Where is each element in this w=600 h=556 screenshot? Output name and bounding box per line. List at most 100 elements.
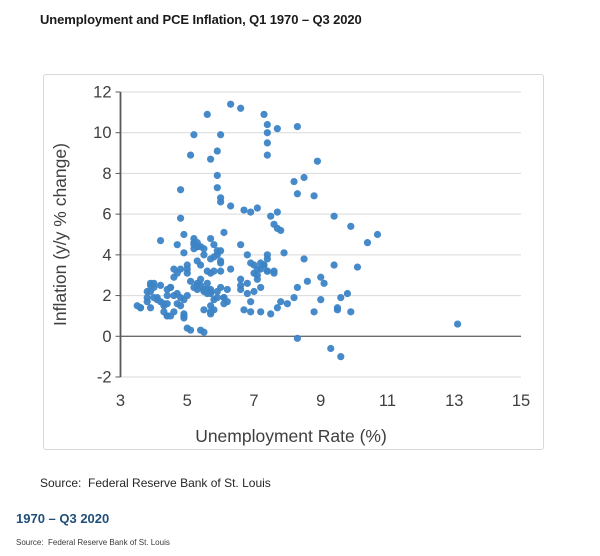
data-point: [163, 291, 171, 300]
data-point: [347, 308, 355, 316]
data-point: [160, 300, 168, 308]
data-point: [197, 326, 205, 334]
data-point: [186, 151, 195, 159]
data-point: [300, 255, 308, 263]
data-point: [313, 157, 322, 165]
data-point: [373, 230, 382, 239]
y-tick-label: 0: [102, 328, 111, 346]
data-point: [320, 279, 328, 287]
data-point: [237, 104, 245, 112]
data-point: [257, 283, 265, 292]
y-tick-label: 6: [102, 206, 111, 224]
data-point: [160, 308, 168, 316]
x-tick-label: 9: [316, 392, 325, 410]
data-point: [166, 283, 175, 292]
data-point: [150, 294, 158, 302]
chart-frame: -2 0 2 4 6 8 10 12 3 5 7 9 11 13 15 Unemployment Rate (…: [43, 74, 544, 450]
data-point: [243, 251, 251, 259]
y-tick-label: 4: [102, 246, 111, 264]
data-point: [176, 265, 185, 273]
data-point: [263, 120, 271, 129]
data-point: [330, 212, 338, 220]
data-point: [213, 287, 221, 296]
data-point: [176, 302, 185, 310]
page-title: Unemployment and PCE Inflation, Q1 1970 …: [40, 12, 362, 27]
data-point: [173, 241, 181, 249]
data-point: [237, 285, 245, 294]
data-point: [217, 247, 225, 255]
scatter-plot: -2 0 2 4 6 8 10 12 3 5 7 9 11 13 15 Unemployment Rate (…: [50, 84, 530, 447]
data-point: [133, 302, 141, 310]
data-point: [207, 155, 215, 163]
data-point: [193, 257, 201, 265]
y-axis: [115, 91, 122, 378]
data-point: [180, 249, 188, 257]
data-point: [337, 353, 345, 361]
data-point: [227, 202, 235, 210]
data-point: [333, 306, 342, 314]
x-axis-title: Unemployment Rate (%): [195, 426, 387, 446]
data-point: [170, 291, 178, 300]
data-point: [327, 344, 335, 353]
data-point: [263, 255, 271, 263]
data-point: [263, 151, 271, 159]
data-point: [176, 186, 185, 194]
data-point: [310, 308, 318, 316]
data-point: [253, 204, 261, 212]
data-point: [203, 110, 211, 118]
data-point: [193, 243, 201, 251]
data-point: [210, 241, 218, 249]
data-point: [207, 302, 215, 310]
data-point: [207, 289, 215, 298]
data-point: [290, 177, 298, 186]
data-point: [143, 298, 151, 306]
data-point: [183, 261, 191, 269]
data-point: [207, 308, 215, 316]
data-point: [260, 110, 268, 118]
y-tick-label: 8: [102, 165, 111, 183]
data-point: [330, 261, 338, 269]
data-point: [217, 267, 225, 275]
y-tick-label: 12: [93, 84, 111, 102]
source-attribution: Source: Federal Reserve Bank of St. Loui…: [40, 476, 271, 490]
data-point: [180, 310, 188, 318]
data-point: [250, 287, 258, 296]
y-tick-label: 2: [102, 287, 111, 305]
data-point: [217, 131, 225, 139]
data-point: [170, 273, 178, 281]
data-point: [263, 129, 271, 137]
data-point: [240, 206, 248, 214]
data-point: [247, 298, 255, 306]
data-point: [207, 234, 215, 243]
data-point: [156, 281, 165, 289]
data-point: [227, 265, 235, 273]
data-point: [293, 334, 301, 342]
data-point: [270, 269, 278, 277]
data-point: [267, 212, 275, 220]
data-point: [183, 324, 191, 332]
data-point: [203, 279, 211, 287]
data-point: [273, 125, 281, 133]
data-point: [210, 296, 218, 304]
data-point: [176, 214, 185, 222]
x-tick-label: 5: [183, 392, 192, 410]
data-point: [217, 257, 225, 265]
data-point: [317, 273, 325, 281]
data-point: [363, 239, 372, 247]
data-point: [243, 289, 251, 298]
data-point: [180, 230, 188, 239]
figure-range-label[interactable]: 1970 – Q3 2020: [16, 511, 110, 526]
x-tick-label: 13: [445, 392, 463, 410]
data-point: [190, 131, 198, 139]
data-point: [273, 208, 281, 216]
data-point: [253, 275, 261, 283]
data-point: [186, 277, 195, 285]
data-point: [453, 320, 462, 328]
data-point: [283, 300, 291, 308]
data-point: [203, 267, 211, 275]
data-point: [247, 308, 255, 316]
x-tick-label: 11: [379, 392, 396, 410]
y-axis-title: Inflation (y/y % change): [50, 143, 70, 326]
data-point: [223, 285, 231, 294]
